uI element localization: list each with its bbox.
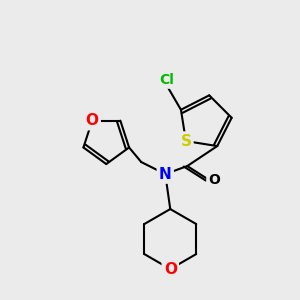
Text: N: N — [159, 167, 172, 182]
Text: S: S — [180, 134, 191, 148]
Text: O: O — [86, 113, 99, 128]
Text: O: O — [208, 173, 220, 187]
Text: O: O — [164, 262, 177, 277]
Text: Cl: Cl — [160, 73, 174, 87]
